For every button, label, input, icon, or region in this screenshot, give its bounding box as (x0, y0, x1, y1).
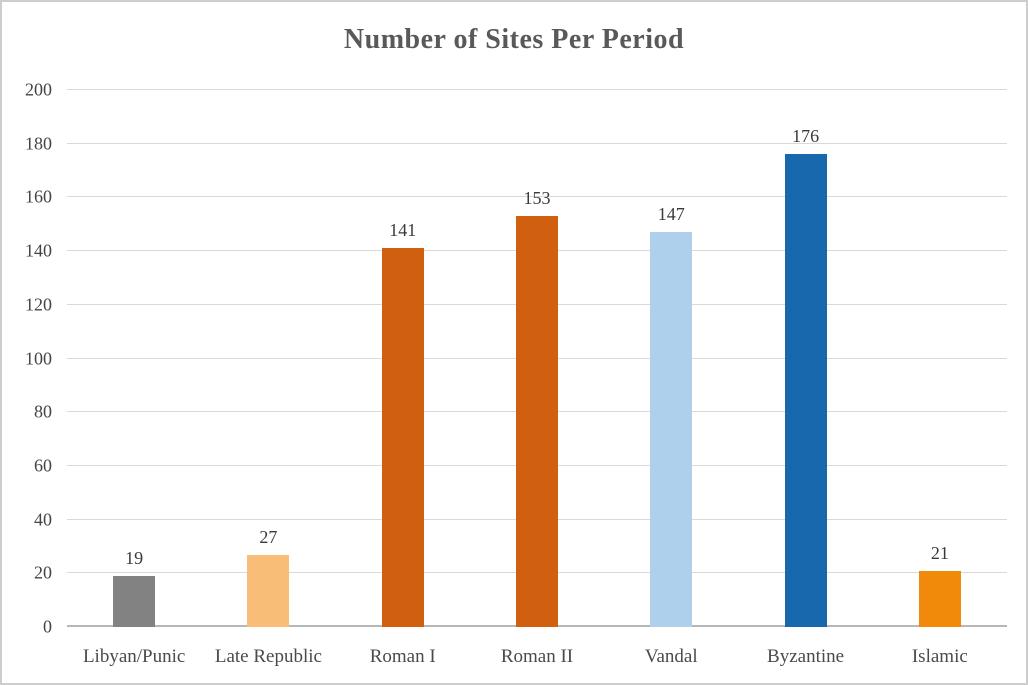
bar-column: 176 (738, 90, 872, 627)
bars-container: 19 27 141 153 147 176 21 (67, 90, 1007, 627)
y-tick-label: 200 (25, 79, 52, 100)
y-tick-label: 100 (25, 348, 52, 368)
y-tick-label: 120 (25, 294, 52, 315)
y-tick-label: 40 (34, 509, 52, 530)
bar (918, 570, 961, 627)
x-category-label: Islamic (911, 646, 968, 667)
bar-value-label: 19 (125, 548, 144, 568)
bar (650, 232, 693, 627)
bar-value-label: 153 (523, 188, 551, 209)
y-tick-label: 60 (34, 455, 52, 476)
y-tick-label: 80 (34, 401, 52, 422)
x-category-label: Vandal (644, 646, 698, 667)
y-tick-label: 160 (25, 186, 52, 207)
x-category-label: Roman I (369, 646, 436, 667)
gridline (67, 142, 1007, 144)
bar-value-label: 21 (930, 542, 949, 563)
bar (784, 154, 827, 627)
x-category-label: Libyan/Punic (82, 646, 186, 667)
bar-value-label: 147 (657, 204, 685, 225)
x-category-label: Byzantine (767, 646, 845, 667)
bar-value-label: 141 (389, 220, 417, 241)
x-category-label: Roman II (500, 646, 574, 667)
gridline (67, 196, 1007, 198)
y-tick-label: 140 (25, 240, 52, 261)
x-category-label: Late Republic (214, 646, 322, 667)
y-tick-label: 180 (25, 133, 52, 154)
bar-column: 141 (336, 90, 470, 627)
x-axis-category-labels: Libyan/Punic Late Republic Roman I Roman II… (67, 639, 1007, 675)
y-tick-label: 0 (43, 616, 52, 637)
bar-column: 27 (201, 90, 335, 627)
bar-column: 153 (470, 90, 604, 627)
bar-value-label: 27 (259, 526, 278, 547)
bar-value-label: 176 (792, 126, 820, 147)
bar (381, 248, 424, 627)
gridline (67, 89, 1007, 90)
bar (515, 216, 558, 627)
y-axis-tick-labels: 0 20 40 60 80 100 120 140 160 180 200 (2, 80, 52, 637)
bar (113, 576, 156, 627)
plot-area: 19 27 141 153 147 176 21 (67, 89, 1007, 627)
bar (247, 554, 290, 627)
bar-column: 147 (604, 90, 738, 627)
bar-column: 19 (67, 90, 201, 627)
y-tick-label: 20 (34, 562, 52, 583)
bar-column: 21 (873, 90, 1007, 627)
chart-title: Number of Sites Per Period (343, 24, 685, 55)
